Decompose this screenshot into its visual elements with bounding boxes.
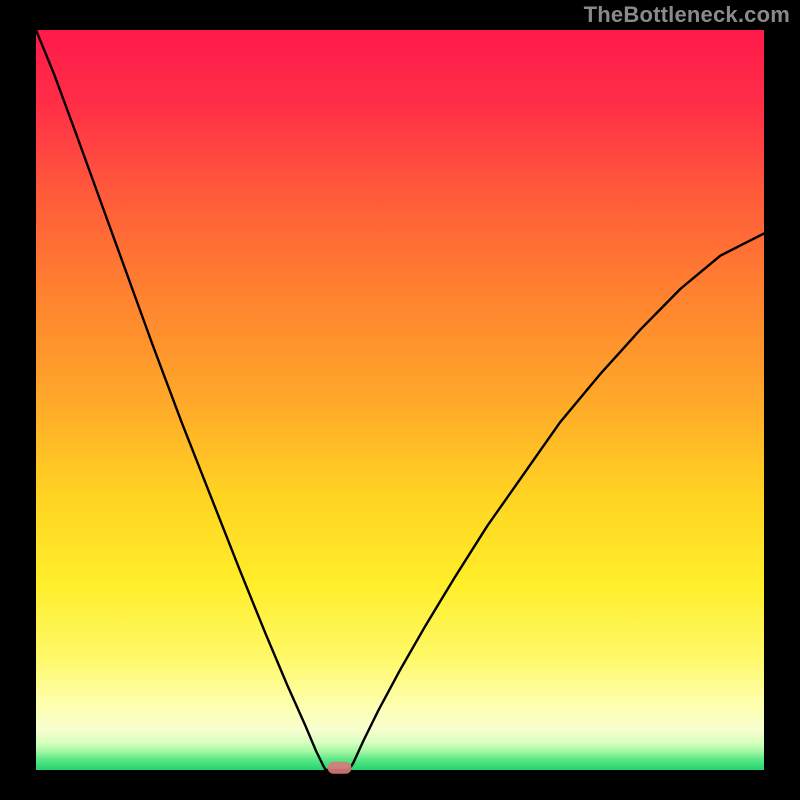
bottleneck-chart [0,0,800,800]
plot-background [36,30,764,770]
watermark-text: TheBottleneck.com [584,2,790,28]
optimal-marker [328,762,352,774]
